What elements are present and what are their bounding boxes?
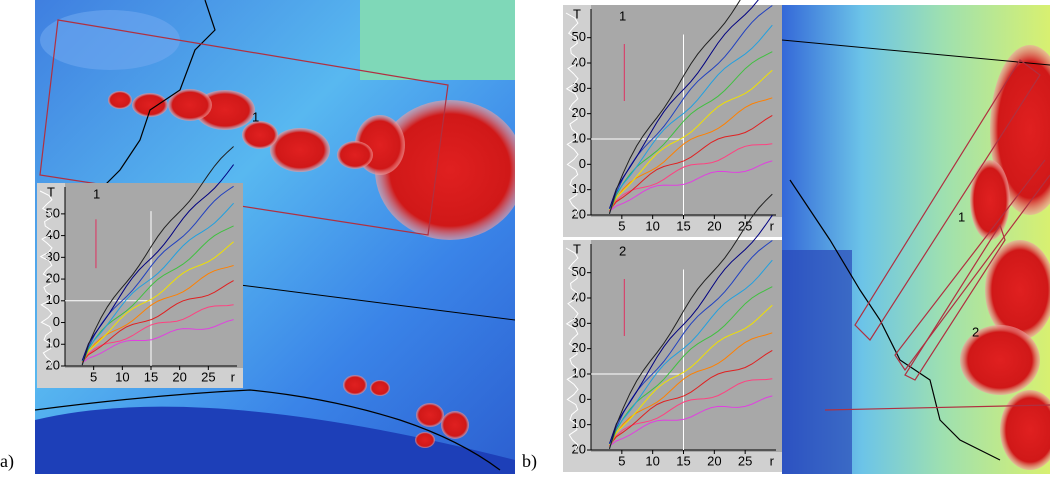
inset-number: 2 [619,243,626,258]
inset-background [563,5,782,237]
inset-background [37,183,243,388]
x-axis-label: r [231,369,236,384]
spectrum-curve [609,395,773,447]
y-tick-label: 30 [46,249,60,264]
histogram-trace [39,190,53,367]
spectrum-curve [609,332,773,448]
y-tick-label: 0 [579,391,586,406]
spectrum-curve [81,164,234,361]
y-tick-label: 10 [572,416,586,431]
spectrum-curve [81,241,234,362]
y-axis-label: T [47,184,55,199]
y-tick-label: 10 [572,130,586,145]
panel-label: a) [0,451,14,472]
spectrum-curve [609,114,773,211]
spectrum-curve [609,160,773,212]
spectrum-curve [609,69,773,210]
y-tick-label: 10 [572,181,586,196]
spectrum-curve [81,146,234,366]
x-axis-label: r [770,218,775,233]
x-tick-label: 20 [172,369,186,384]
x-tick-label: 5 [618,453,625,468]
x-tick-label: 10 [645,218,659,233]
y-tick-label: 10 [572,365,586,380]
x-tick-label: 20 [707,453,721,468]
inset-background [563,240,782,472]
spectrum-curve [609,259,773,445]
spectrum-curve [609,304,773,445]
spectrum-curve [81,304,234,364]
spectrum-curve [81,265,234,364]
x-tick-label: 15 [144,369,158,384]
spectrum-curve [609,97,773,213]
x-tick-label: 25 [201,369,215,384]
inset-number: 1 [619,8,626,23]
spectrum-curve [609,143,773,212]
spectrum-curve [609,215,773,444]
y-tick-label: 10 [46,292,60,307]
inset-plot: 50 40 30 20 10 0 10 20 5 10 15 20 25 Tr 1 [37,146,243,388]
y-tick-label: 50 [46,205,60,220]
x-tick-label: 10 [645,453,659,468]
y-tick-label: 20 [46,271,60,286]
y-tick-label: 20 [572,206,586,221]
y-tick-label: 20 [572,105,586,120]
map-label: 1 [958,209,965,224]
panel-label: b) [522,451,537,472]
y-tick-label: 50 [572,29,586,44]
y-tick-label: 40 [572,54,586,69]
spectrum-curve [609,0,741,215]
histogram-trace [565,247,579,451]
satellite-image-a [35,0,515,474]
spectrum-curve [81,280,234,363]
spectrum-curve [81,319,234,364]
spectrum-curve [609,193,773,450]
y-tick-label: 50 [572,264,586,279]
tick-area [563,217,782,237]
x-tick-label: 25 [738,453,752,468]
y-tick-label: 20 [46,357,60,372]
y-tick-label: 10 [46,336,60,351]
map-label: 2 [972,324,979,339]
y-tick-label: 20 [572,340,586,355]
x-axis-label: r [770,453,775,468]
x-tick-label: 15 [676,218,690,233]
y-tick-label: 20 [572,441,586,456]
y-tick-label: 40 [46,227,60,242]
x-tick-label: 5 [618,218,625,233]
tick-area [563,452,782,472]
satellite-image-b [782,5,1050,474]
y-axis-label: T [573,241,581,256]
spectrum-curve [81,202,234,362]
x-tick-label: 25 [738,218,752,233]
spectrum-curve [609,0,759,209]
spectrum-curve [609,378,773,447]
x-tick-label: 15 [676,453,690,468]
spectrum-curve [609,24,773,210]
inset-number: 1 [93,186,100,201]
y-axis-label: T [573,6,581,21]
map-label: 1 [252,109,259,124]
x-tick-label: 5 [90,369,97,384]
x-tick-label: 20 [707,218,721,233]
y-tick-label: 0 [579,156,586,171]
x-tick-label: 10 [115,369,129,384]
spectrum-curve [609,349,773,446]
y-tick-label: 40 [572,289,586,304]
y-tick-label: 0 [53,314,60,329]
histogram-trace [565,12,579,216]
tick-area [37,368,243,388]
